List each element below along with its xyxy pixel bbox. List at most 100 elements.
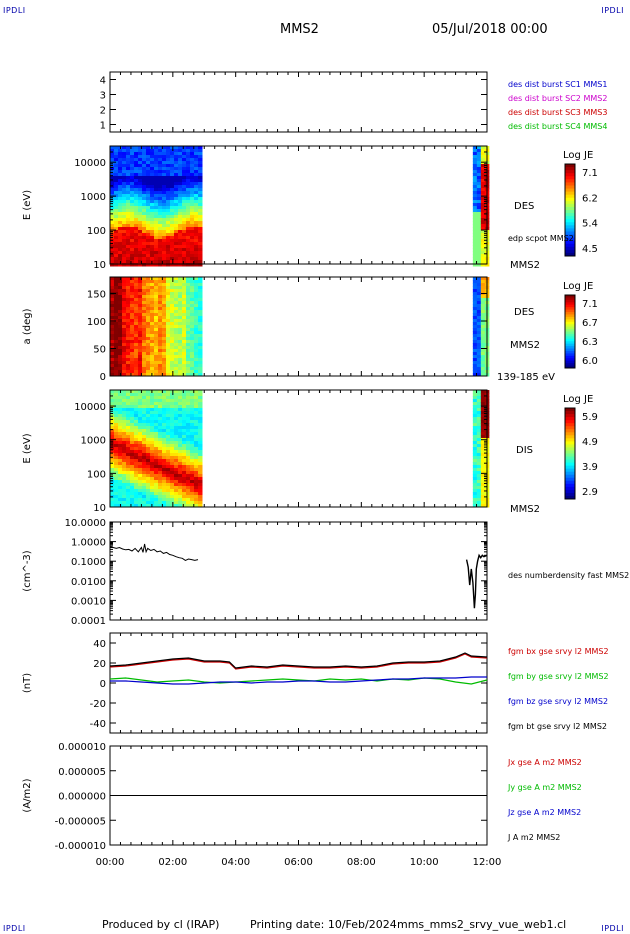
spectrogram-cell bbox=[126, 343, 131, 347]
spectrogram-cell bbox=[480, 477, 486, 481]
spectrogram-cell bbox=[178, 459, 183, 463]
spectrogram-cell bbox=[122, 501, 127, 505]
spectrogram-cell bbox=[182, 361, 187, 365]
spectrogram-cell bbox=[118, 221, 123, 225]
spectrogram-cell bbox=[146, 429, 151, 433]
spectrogram-cell bbox=[122, 468, 127, 472]
spectrogram-cell bbox=[472, 224, 478, 228]
side-label: DES bbox=[514, 307, 534, 318]
spectrogram-cell bbox=[174, 224, 179, 228]
spectrogram-cell bbox=[146, 414, 151, 418]
spectrogram-cell bbox=[158, 206, 163, 210]
spectrogram-cell bbox=[158, 462, 163, 466]
spectrogram-cell bbox=[114, 414, 119, 418]
series-label: J A m2 MMS2 bbox=[507, 833, 560, 842]
spectrogram-cell bbox=[476, 227, 482, 231]
spectrogram-cell bbox=[142, 456, 147, 460]
spectrogram-cell bbox=[134, 298, 139, 302]
spectrogram-cell bbox=[114, 289, 119, 293]
spectrogram-cell bbox=[186, 340, 191, 344]
spectrogram-cell bbox=[146, 492, 151, 496]
spectrogram-cell bbox=[154, 474, 159, 478]
spectrogram-cell bbox=[146, 453, 151, 457]
spectrogram-cell bbox=[170, 295, 175, 299]
spectrogram-cell bbox=[194, 316, 199, 320]
spectrogram-cell bbox=[480, 480, 486, 484]
spectrogram-cell bbox=[126, 182, 131, 186]
spectrogram-cell bbox=[146, 361, 151, 365]
spectrogram-cell bbox=[186, 149, 191, 153]
spectrogram-cell bbox=[480, 146, 486, 150]
spectrogram-cell bbox=[130, 307, 135, 311]
spectrogram-cell bbox=[166, 495, 171, 499]
y-axis-label: E (eV) bbox=[22, 433, 33, 463]
spectrogram-cell bbox=[150, 414, 155, 418]
spectrogram-cell bbox=[130, 152, 135, 156]
spectrogram-cell bbox=[480, 173, 486, 177]
spectrogram-cell bbox=[182, 251, 187, 255]
spectrogram-cell bbox=[170, 432, 175, 436]
spectrogram-cell bbox=[194, 462, 199, 466]
spectrogram-cell bbox=[158, 337, 163, 341]
spectrogram-cell bbox=[114, 498, 119, 502]
spectrogram-cell bbox=[170, 191, 175, 195]
spectrogram-cell bbox=[130, 429, 135, 433]
spectrogram-cell bbox=[194, 450, 199, 454]
spectrogram-cell bbox=[178, 367, 183, 371]
spectrogram-cell bbox=[170, 304, 175, 308]
spectrogram-cell bbox=[166, 405, 171, 409]
spectrogram-cell bbox=[472, 480, 478, 484]
spectrogram-cell bbox=[150, 483, 155, 487]
spectrogram-cell bbox=[118, 161, 123, 165]
spectrogram-cell bbox=[150, 170, 155, 174]
spectrogram-cell bbox=[174, 283, 179, 287]
spectrogram-cell bbox=[150, 402, 155, 406]
spectrogram-cell bbox=[158, 313, 163, 317]
spectrogram-cell bbox=[198, 289, 203, 293]
spectrogram-cell bbox=[198, 149, 203, 153]
spectrogram-cell bbox=[130, 361, 135, 365]
spectrogram-cell bbox=[142, 340, 147, 344]
spectrogram-cell bbox=[138, 155, 143, 159]
spectrogram-cell bbox=[126, 280, 131, 284]
spectrogram-cell bbox=[186, 480, 191, 484]
spectrogram-cell bbox=[186, 257, 191, 261]
spectrogram-cell bbox=[154, 414, 159, 418]
spectrogram-cell bbox=[162, 435, 167, 439]
spectrogram-cell bbox=[198, 155, 203, 159]
spectrogram-cell bbox=[170, 155, 175, 159]
spectrogram-cell bbox=[162, 334, 167, 338]
spectrogram-cell bbox=[186, 435, 191, 439]
spectrogram-cell bbox=[174, 435, 179, 439]
spectrogram-cell bbox=[150, 182, 155, 186]
colorbar-title: Log JE bbox=[563, 394, 593, 405]
spectrogram-cell bbox=[122, 280, 127, 284]
spectrogram-cell bbox=[122, 453, 127, 457]
spectrogram-cell bbox=[122, 245, 127, 249]
spectrogram-cell bbox=[130, 277, 135, 281]
spectrogram-cell bbox=[174, 307, 179, 311]
y-tick-label: 150 bbox=[87, 290, 106, 301]
spectrogram-cell bbox=[480, 212, 486, 216]
spectrogram-cell bbox=[110, 221, 115, 225]
spectrogram-cell bbox=[130, 251, 135, 255]
spectrogram-cell bbox=[186, 194, 191, 198]
colorbar-cell bbox=[565, 295, 575, 298]
spectrogram-cell bbox=[122, 251, 127, 255]
spectrogram-cell bbox=[194, 361, 199, 365]
spectrogram-cell bbox=[190, 182, 195, 186]
spectrogram-cell bbox=[166, 322, 171, 326]
spectrogram-cell bbox=[198, 399, 203, 403]
spectrogram-cell bbox=[146, 173, 151, 177]
spectrogram-cell bbox=[122, 486, 127, 490]
spectrogram-cell bbox=[158, 483, 163, 487]
spectrogram-cell bbox=[142, 343, 147, 347]
spectrogram-cell bbox=[178, 203, 183, 207]
spectrogram-cell bbox=[142, 167, 147, 171]
spectrogram-cell bbox=[186, 200, 191, 204]
spectrogram-cell bbox=[166, 170, 171, 174]
spectrogram-cell bbox=[150, 194, 155, 198]
spectrogram-cell bbox=[480, 420, 486, 424]
spectrogram-cell bbox=[472, 295, 478, 299]
spectrogram-cell bbox=[198, 158, 203, 162]
